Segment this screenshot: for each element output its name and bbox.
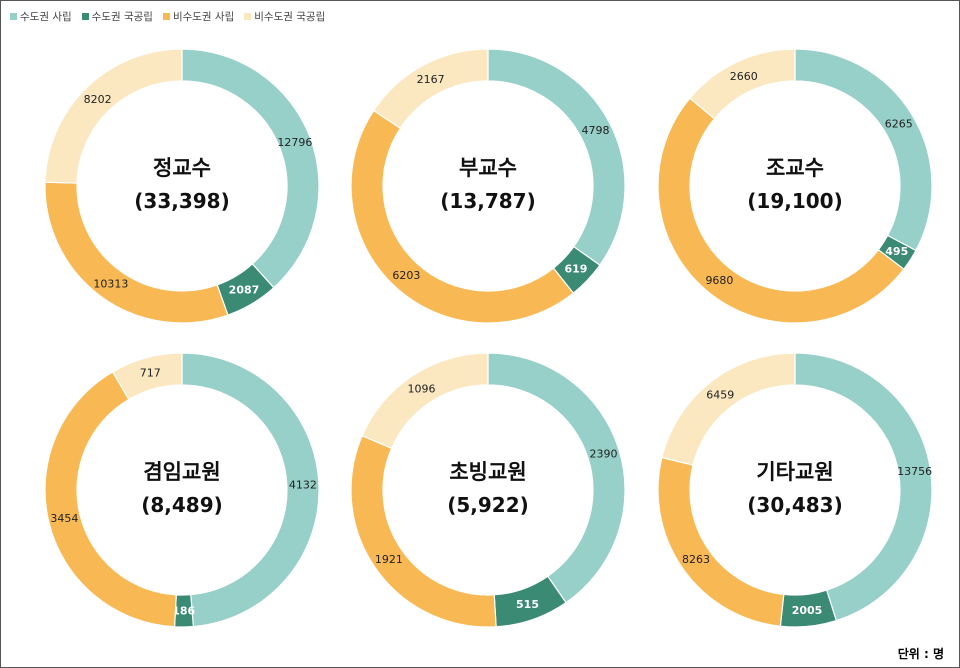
data-label-seoul-private: 4798 [581,124,609,137]
donut-chart-3: 6265 495 9680 2660 조교수 (19,100) [657,48,933,324]
data-label-seoul-private: 6265 [885,117,913,130]
data-label-seoul-public: 2005 [792,604,823,617]
donut-chart-2: 4798 619 6203 2167 부교수 (13,787) [350,48,626,324]
data-label-seoul-private: 4132 [289,478,317,491]
chart-total: (5,922) [447,493,529,517]
donut-chart-6: 13756 2005 8263 6459 기타교원 (30,483) [657,352,933,628]
data-label-seoul-public: 495 [885,245,908,258]
slice-regional-public [661,352,796,466]
unit-label: 단위 : 명 [897,647,944,661]
legend-item-regional-private: 비수도권 사립 [162,9,235,24]
chart-title: 겸임교원 [143,460,220,484]
donut-chart-1: 12796 2087 10313 8202 정교수 (33,398) [44,48,320,324]
data-label-regional-public: 2660 [730,70,758,83]
data-label-regional-public: 2167 [417,73,445,86]
chart-title: 정교수 [153,156,211,180]
chart-title: 기타교원 [756,460,833,484]
slice-regional-public [361,352,489,450]
chart-total: (19,100) [747,189,842,213]
legend-item-regional-public: 비수도권 국공립 [244,9,325,24]
data-label-seoul-public: 619 [564,263,587,276]
legend-swatch-regional-public [244,13,252,20]
legend-label-regional-public: 비수도권 국공립 [254,11,326,23]
chart-title: 초빙교원 [449,460,526,484]
legend-label-seoul-private: 수도권 사립 [20,11,72,23]
slice-regional-private [657,97,905,324]
data-label-seoul-private: 2390 [589,447,617,460]
data-label-regional-private: 3454 [50,512,78,525]
chart-title: 조교수 [766,156,824,180]
slice-regional-public [44,48,183,184]
legend-swatch-regional-private [162,13,170,20]
data-label-regional-private: 9680 [705,274,733,287]
data-label-seoul-private: 13756 [897,465,932,478]
data-label-regional-private: 1921 [375,553,403,566]
data-label-regional-public: 6459 [706,388,734,401]
legend: 수도권 사립 수도권 국공립 비수도권 사립 비수도권 국공립 [10,9,325,24]
legend-label-seoul-public: 수도권 국공립 [91,11,153,23]
data-label-regional-private: 6203 [392,269,420,282]
chart-title: 부교수 [459,156,517,180]
slice-seoul-private [181,352,320,628]
slice-regional-public [688,48,796,120]
data-label-regional-private: 8263 [682,553,710,566]
legend-swatch-seoul-public [81,13,89,20]
donut-chart-4: 4132 186 3454 717 겸임교원 (8,489) [44,352,320,628]
donut-chart-5: 2390 515 1921 1096 초빙교원 (5,922) [350,352,626,628]
slice-regional-public [372,48,489,130]
slice-seoul-private [794,352,933,622]
chart-total: (8,489) [141,493,223,517]
chart-total: (33,398) [134,189,229,213]
legend-item-seoul-private: 수도권 사립 [10,9,72,24]
data-label-regional-public: 1096 [408,382,436,395]
data-label-seoul-public: 515 [516,598,539,611]
data-label-regional-public: 8202 [84,93,112,106]
data-label-seoul-public: 186 [172,604,195,617]
slice-seoul-private [794,48,933,252]
legend-swatch-seoul-private [10,13,17,20]
data-label-regional-private: 10313 [93,277,128,290]
legend-item-seoul-public: 수도권 국공립 [81,9,153,24]
chart-total: (13,787) [440,189,535,213]
data-label-regional-public: 717 [140,367,161,380]
data-label-seoul-public: 2087 [229,283,260,296]
slice-regional-public [111,352,183,401]
legend-label-regional-private: 비수도권 사립 [172,11,235,23]
data-label-seoul-private: 12796 [277,136,312,149]
chart-total: (30,483) [747,493,842,517]
slice-regional-private [350,109,575,324]
